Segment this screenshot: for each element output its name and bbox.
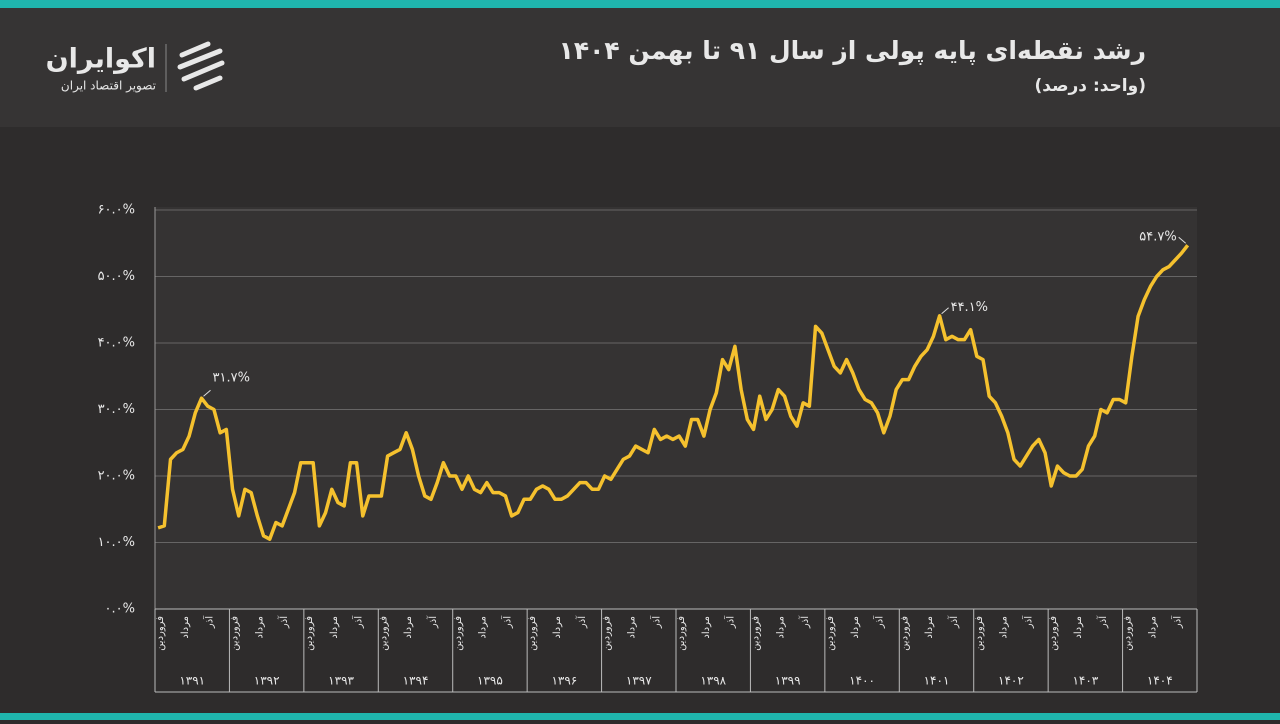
y-tick-label: ۰.۰% [105, 602, 135, 617]
x-tick-label: آذر [575, 615, 588, 629]
brand: اکوایران [46, 44, 156, 75]
x-tick-label: آذر [203, 615, 216, 629]
x-tick-label: مرداد [180, 616, 191, 639]
x-tick-label: آذر [798, 615, 811, 629]
year-label: ۱۴۰۳ [1072, 674, 1098, 688]
x-tick-label: آذر [352, 615, 365, 629]
y-tick-label: ۶۰.۰% [98, 203, 135, 218]
year-label: ۱۳۹۱ [179, 674, 205, 688]
x-tick-label: فروردین [825, 616, 836, 651]
y-tick-label: ۳۰.۰% [98, 402, 135, 417]
line [157, 244, 1190, 541]
x-tick-label: آذر [649, 615, 662, 629]
header-band [0, 0, 1280, 127]
value-label: ۳۱.۷% [213, 371, 250, 386]
y-tick-label: ۴۰.۰% [98, 336, 135, 351]
x-tick-label: فروردین [676, 616, 687, 651]
y-tick-label: ۱۰.۰% [98, 535, 135, 550]
year-label: ۱۳۹۲ [254, 674, 280, 688]
x-tick-label: مرداد [254, 616, 265, 639]
x-tick-label: آذر [1021, 615, 1034, 629]
x-tick-label: فروردین [304, 616, 315, 651]
year-label: ۱۳۹۴ [403, 674, 429, 688]
x-tick-label: آذر [426, 615, 439, 629]
x-tick-label: آذر [500, 615, 513, 629]
x-tick-label: آذر [724, 615, 737, 629]
top-stripe [0, 0, 1280, 8]
x-tick-label: فروردین [899, 616, 910, 651]
year-label: ۱۳۹۵ [477, 674, 503, 688]
label-leader [203, 389, 211, 397]
year-label: ۱۳۹۳ [328, 674, 354, 688]
x-tick-label: فروردین [974, 616, 985, 651]
x-tick-label: فروردین [378, 616, 389, 651]
x-tick-label: مرداد [999, 616, 1010, 639]
label-leader [1178, 236, 1187, 244]
x-tick-label: فروردین [751, 616, 762, 651]
x-tick-label: فروردین [602, 616, 613, 651]
x-tick-label: مرداد [775, 616, 786, 639]
year-label: ۱۴۰۰ [849, 674, 875, 688]
x-tick-label: مرداد [329, 616, 340, 639]
x-tick-label: فروردین [1123, 616, 1134, 651]
chart-title: رشد نقطه‌ای پایه پولی از سال ۹۱ تا بهمن … [559, 36, 1146, 66]
x-tick-label: فروردین [453, 616, 464, 651]
bottom-stripe [0, 713, 1280, 720]
x-tick-label: مرداد [552, 616, 563, 639]
x-tick-label: آذر [947, 615, 960, 629]
x-tick-label: فروردین [155, 616, 166, 651]
value-label: ۵۴.۷% [1139, 230, 1176, 245]
year-label: ۱۴۰۴ [1147, 674, 1173, 688]
x-tick-label: مرداد [1147, 616, 1158, 639]
x-tick-label: مرداد [626, 616, 637, 639]
x-tick-label: فروردین [1048, 616, 1059, 651]
logo-icon [177, 41, 225, 91]
chart-subtitle: (واحد: درصد) [1034, 76, 1146, 96]
x-tick-label: مرداد [924, 616, 935, 639]
x-tick-label: مرداد [403, 616, 414, 639]
year-label: ۱۳۹۹ [775, 674, 801, 688]
x-tick-label: مرداد [850, 616, 861, 639]
x-tick-label: آذر [1096, 615, 1109, 629]
x-tick-label: آذر [277, 615, 290, 629]
label-leader [941, 307, 949, 315]
year-label: ۱۴۰۱ [924, 674, 950, 688]
year-label: ۱۳۹۶ [551, 674, 577, 688]
x-tick-label: فروردین [230, 616, 241, 651]
y-tick-label: ۲۰.۰% [98, 469, 135, 484]
year-label: ۱۳۹۷ [626, 674, 652, 688]
value-label: ۴۴.۱% [951, 300, 988, 315]
x-tick-label: مرداد [701, 616, 712, 639]
plot-area [155, 207, 1197, 609]
x-tick-label: مرداد [478, 616, 489, 639]
year-label: ۱۳۹۸ [700, 674, 726, 688]
year-label: ۱۴۰۲ [998, 674, 1024, 688]
tagline: تصویر اقتصاد ایران [61, 79, 156, 94]
x-tick-label: آذر [873, 615, 886, 629]
y-tick-label: ۵۰.۰% [98, 269, 135, 284]
x-tick-label: فروردین [527, 616, 538, 651]
x-tick-label: آذر [1170, 615, 1183, 629]
x-tick-label: مرداد [1073, 616, 1084, 639]
